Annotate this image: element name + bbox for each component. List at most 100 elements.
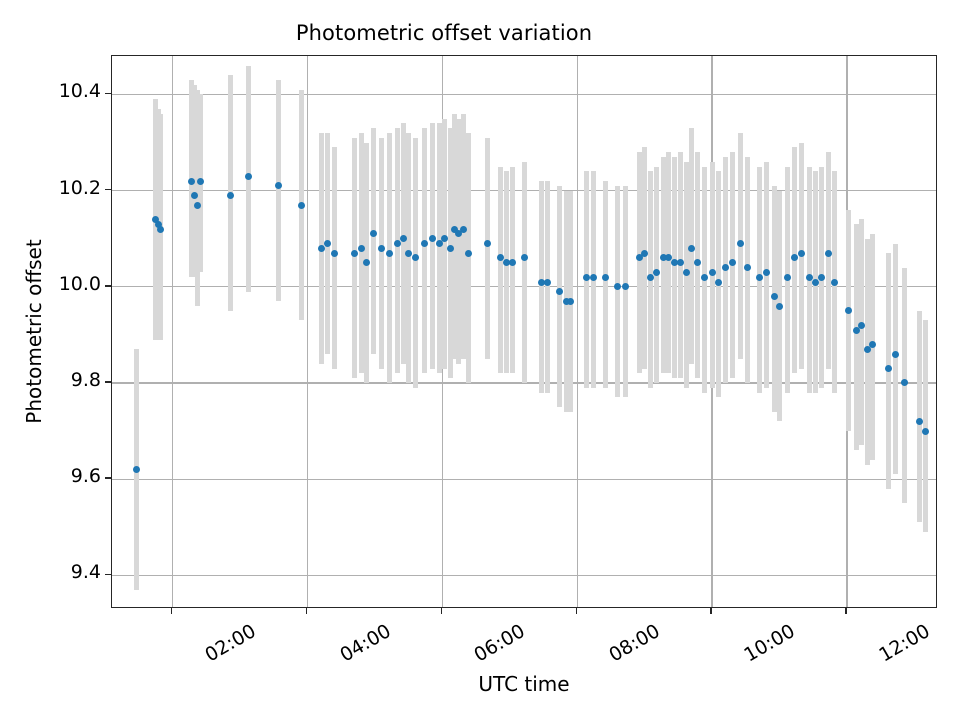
- error-bar: [545, 181, 551, 393]
- y-tick-mark: [105, 92, 111, 95]
- data-point: [446, 244, 454, 252]
- error-bar: [510, 166, 516, 374]
- gridline-horizontal: [112, 382, 936, 384]
- x-tick-mark: [575, 608, 577, 614]
- y-tick-label: 10.4: [58, 80, 101, 103]
- error-bar: [922, 320, 928, 533]
- x-tick-label: 12:00: [875, 620, 934, 667]
- data-point: [363, 259, 371, 267]
- error-bar: [522, 161, 528, 383]
- error-bar: [825, 152, 831, 369]
- data-point: [694, 259, 702, 267]
- data-point: [688, 244, 696, 252]
- data-point: [614, 283, 622, 291]
- error-bar: [603, 181, 609, 388]
- error-bar: [661, 156, 667, 374]
- chart-title-text: Photometric offset variation: [295, 21, 593, 45]
- data-point: [157, 225, 165, 233]
- chart-title: Photometric offset variation: [0, 21, 960, 45]
- data-point: [521, 254, 529, 262]
- y-axis-label: Photometric offset: [22, 55, 52, 608]
- data-point: [824, 249, 832, 257]
- data-point: [670, 259, 678, 267]
- data-series-scatter: [112, 56, 936, 607]
- data-point: [393, 240, 401, 248]
- data-point: [812, 278, 820, 286]
- data-point: [602, 273, 610, 281]
- error-bar: [845, 209, 851, 432]
- gridline-horizontal: [112, 93, 936, 96]
- error-bar: [917, 310, 923, 523]
- error-bar: [371, 128, 377, 355]
- error-bar: [452, 113, 458, 359]
- error-bar: [332, 147, 337, 369]
- y-tick-label: 9.6: [70, 465, 101, 488]
- y-tick-label: 10.2: [58, 176, 101, 199]
- x-tick-label: 04:00: [335, 620, 395, 667]
- data-point: [297, 201, 305, 209]
- error-bar: [485, 137, 491, 359]
- data-point: [464, 249, 472, 257]
- data-point: [484, 240, 492, 248]
- data-point: [351, 249, 359, 257]
- error-bar: [465, 132, 471, 383]
- data-point: [188, 177, 196, 185]
- x-tick-label: 06:00: [470, 620, 530, 667]
- x-axis-label-text: UTC time: [478, 672, 570, 696]
- data-point: [509, 259, 517, 267]
- data-point: [331, 249, 338, 257]
- data-point: [323, 240, 331, 248]
- error-bar: [400, 123, 406, 364]
- data-point: [869, 341, 877, 349]
- data-point: [755, 273, 763, 281]
- data-point: [641, 249, 649, 257]
- error-bar: [358, 132, 364, 374]
- data-point: [370, 230, 378, 238]
- data-point: [736, 240, 744, 248]
- error-bar: [615, 185, 621, 398]
- error-bar: [666, 152, 672, 374]
- data-point: [386, 249, 394, 257]
- error-bar: [422, 128, 428, 374]
- data-point: [722, 264, 730, 272]
- error-bar: [460, 113, 466, 359]
- data-point: [653, 268, 661, 276]
- x-tick-label: 10:00: [740, 620, 799, 667]
- data-point: [455, 230, 463, 238]
- plot-axes: [111, 55, 937, 608]
- error-bar: [853, 224, 859, 451]
- gridline-vertical: [576, 56, 578, 607]
- data-point: [700, 273, 708, 281]
- data-point: [502, 259, 510, 267]
- data-point: [844, 307, 852, 315]
- data-point: [647, 273, 655, 281]
- data-point: [858, 321, 866, 329]
- data-point: [583, 273, 591, 281]
- data-point: [152, 215, 160, 223]
- error-bar: [447, 128, 453, 379]
- data-point: [784, 273, 792, 281]
- data-point: [411, 254, 419, 262]
- data-point: [196, 177, 204, 185]
- x-tick-label: 02:00: [201, 620, 260, 667]
- data-point: [440, 235, 448, 243]
- y-axis-tick-labels: 9.4 9.6 9.8 10.0 10.2 10.4: [0, 0, 101, 720]
- data-point: [155, 220, 163, 228]
- gridline-vertical: [306, 56, 309, 607]
- gridline-horizontal: [112, 478, 936, 480]
- data-point: [496, 254, 504, 262]
- data-point: [682, 268, 690, 276]
- data-point: [635, 254, 643, 262]
- data-point: [901, 379, 909, 387]
- x-axis-tick-marks: [111, 608, 937, 616]
- x-axis-label: UTC time: [111, 672, 937, 696]
- error-bar: [859, 219, 865, 446]
- data-point: [762, 268, 770, 276]
- data-point: [715, 278, 723, 286]
- data-point: [708, 268, 716, 276]
- data-point: [806, 273, 814, 281]
- data-point: [538, 278, 546, 286]
- error-bar: [437, 123, 443, 374]
- gridline-horizontal: [112, 574, 936, 576]
